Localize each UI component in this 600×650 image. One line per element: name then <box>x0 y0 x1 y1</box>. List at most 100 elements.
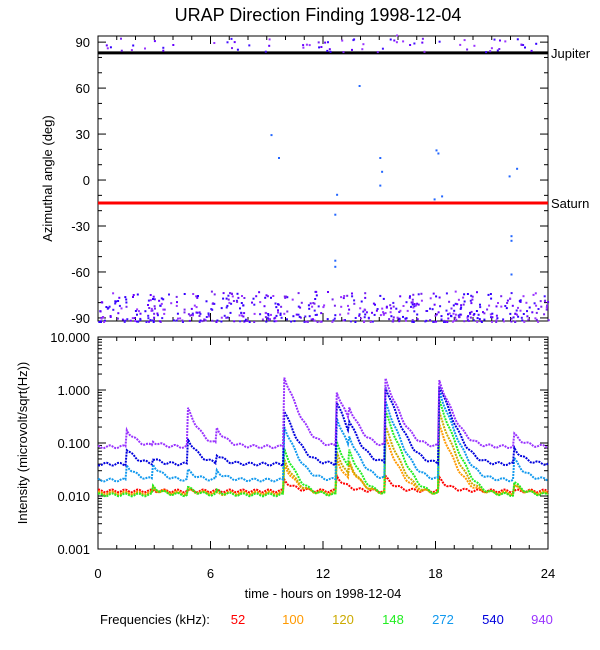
scatter-point <box>277 311 279 314</box>
scatter-point <box>520 316 523 319</box>
scatter-point <box>201 320 204 323</box>
scatter-point <box>537 320 540 323</box>
scatter-point <box>317 305 320 308</box>
scatter-point <box>313 309 316 312</box>
scatter-point <box>440 315 443 318</box>
scatter-point <box>280 305 283 308</box>
scatter-point <box>279 312 282 315</box>
scatter-point <box>105 306 108 308</box>
y-tick-label: 0 <box>83 173 90 188</box>
scatter-point <box>412 306 415 309</box>
scatter-point <box>176 312 179 315</box>
scatter-point <box>278 157 280 159</box>
scatter-point <box>175 304 178 307</box>
scatter-point <box>230 37 233 40</box>
scatter-point <box>527 318 530 321</box>
scatter-point <box>495 321 498 323</box>
x-tick-label: 6 <box>207 566 214 581</box>
scatter-point <box>353 38 356 41</box>
scatter-point <box>497 302 499 304</box>
scatter-point <box>392 305 395 308</box>
scatter-point <box>145 321 148 323</box>
scatter-point <box>241 314 243 317</box>
scatter-point <box>411 303 414 306</box>
scatter-point <box>211 308 214 311</box>
scatter-point <box>405 301 408 304</box>
y-tick-label: 60 <box>76 81 90 96</box>
scatter-point <box>456 303 459 306</box>
scatter-point <box>438 296 441 299</box>
scatter-point <box>195 306 198 309</box>
scatter-point <box>136 313 138 316</box>
scatter-point <box>469 299 472 302</box>
scatter-point <box>137 320 140 323</box>
scatter-point <box>371 320 374 323</box>
scatter-point <box>107 307 110 309</box>
scatter-point <box>240 312 243 315</box>
scatter-point <box>147 314 150 317</box>
scatter-point <box>144 310 147 313</box>
scatter-point <box>398 311 401 313</box>
scatter-point <box>270 296 272 299</box>
scatter-point <box>139 312 142 315</box>
scatter-point <box>284 296 287 299</box>
scatter-point <box>340 296 343 299</box>
scatter-point <box>314 298 317 300</box>
scatter-point <box>322 306 325 309</box>
scatter-point <box>248 44 251 47</box>
scatter-point <box>457 314 460 317</box>
scatter-point <box>220 316 223 319</box>
scatter-point <box>459 308 462 310</box>
scatter-point <box>320 46 323 48</box>
scatter-point <box>303 320 306 323</box>
scatter-point <box>114 300 117 303</box>
scatter-point <box>365 311 368 314</box>
scatter-point <box>112 308 115 311</box>
scatter-point <box>176 301 178 304</box>
scatter-point <box>458 316 461 319</box>
scatter-point <box>416 313 419 316</box>
scatter-point <box>417 293 420 296</box>
scatter-point <box>292 315 295 318</box>
legend-item-148: 148 <box>382 612 404 627</box>
scatter-point <box>466 293 469 295</box>
scatter-point <box>326 49 329 52</box>
series-line-100 <box>97 424 549 496</box>
scatter-point <box>424 320 427 323</box>
scatter-point <box>354 317 357 319</box>
scatter-point <box>410 301 413 304</box>
scatter-point <box>358 313 361 316</box>
series-line-540 <box>97 386 549 467</box>
scatter-point <box>376 51 379 54</box>
scatter-point <box>305 320 308 323</box>
scatter-point <box>514 312 517 315</box>
scatter-point <box>522 44 525 46</box>
scatter-point <box>228 301 231 304</box>
scatter-point <box>268 318 271 321</box>
scatter-point <box>279 314 282 316</box>
scatter-point <box>160 297 163 300</box>
scatter-point <box>421 37 424 40</box>
scatter-point <box>545 306 548 309</box>
scatter-point <box>306 320 309 323</box>
scatter-point <box>496 49 499 52</box>
scatter-point <box>223 314 226 317</box>
scatter-point <box>433 320 436 323</box>
scatter-point <box>311 318 314 321</box>
scatter-point <box>371 311 373 314</box>
scatter-point <box>504 305 507 307</box>
scatter-point <box>275 320 278 323</box>
y-tick-label: -30 <box>71 219 90 234</box>
scatter-point <box>226 316 229 319</box>
scatter-point <box>462 296 465 299</box>
scatter-point <box>354 321 357 323</box>
scatter-point <box>147 317 150 320</box>
scatter-point <box>329 50 332 53</box>
scatter-point <box>359 307 362 310</box>
scatter-point <box>236 292 239 295</box>
scatter-point <box>285 295 288 298</box>
scatter-point <box>537 308 540 310</box>
scatter-point <box>388 318 391 321</box>
scatter-point <box>213 42 216 44</box>
scatter-point <box>500 305 503 308</box>
